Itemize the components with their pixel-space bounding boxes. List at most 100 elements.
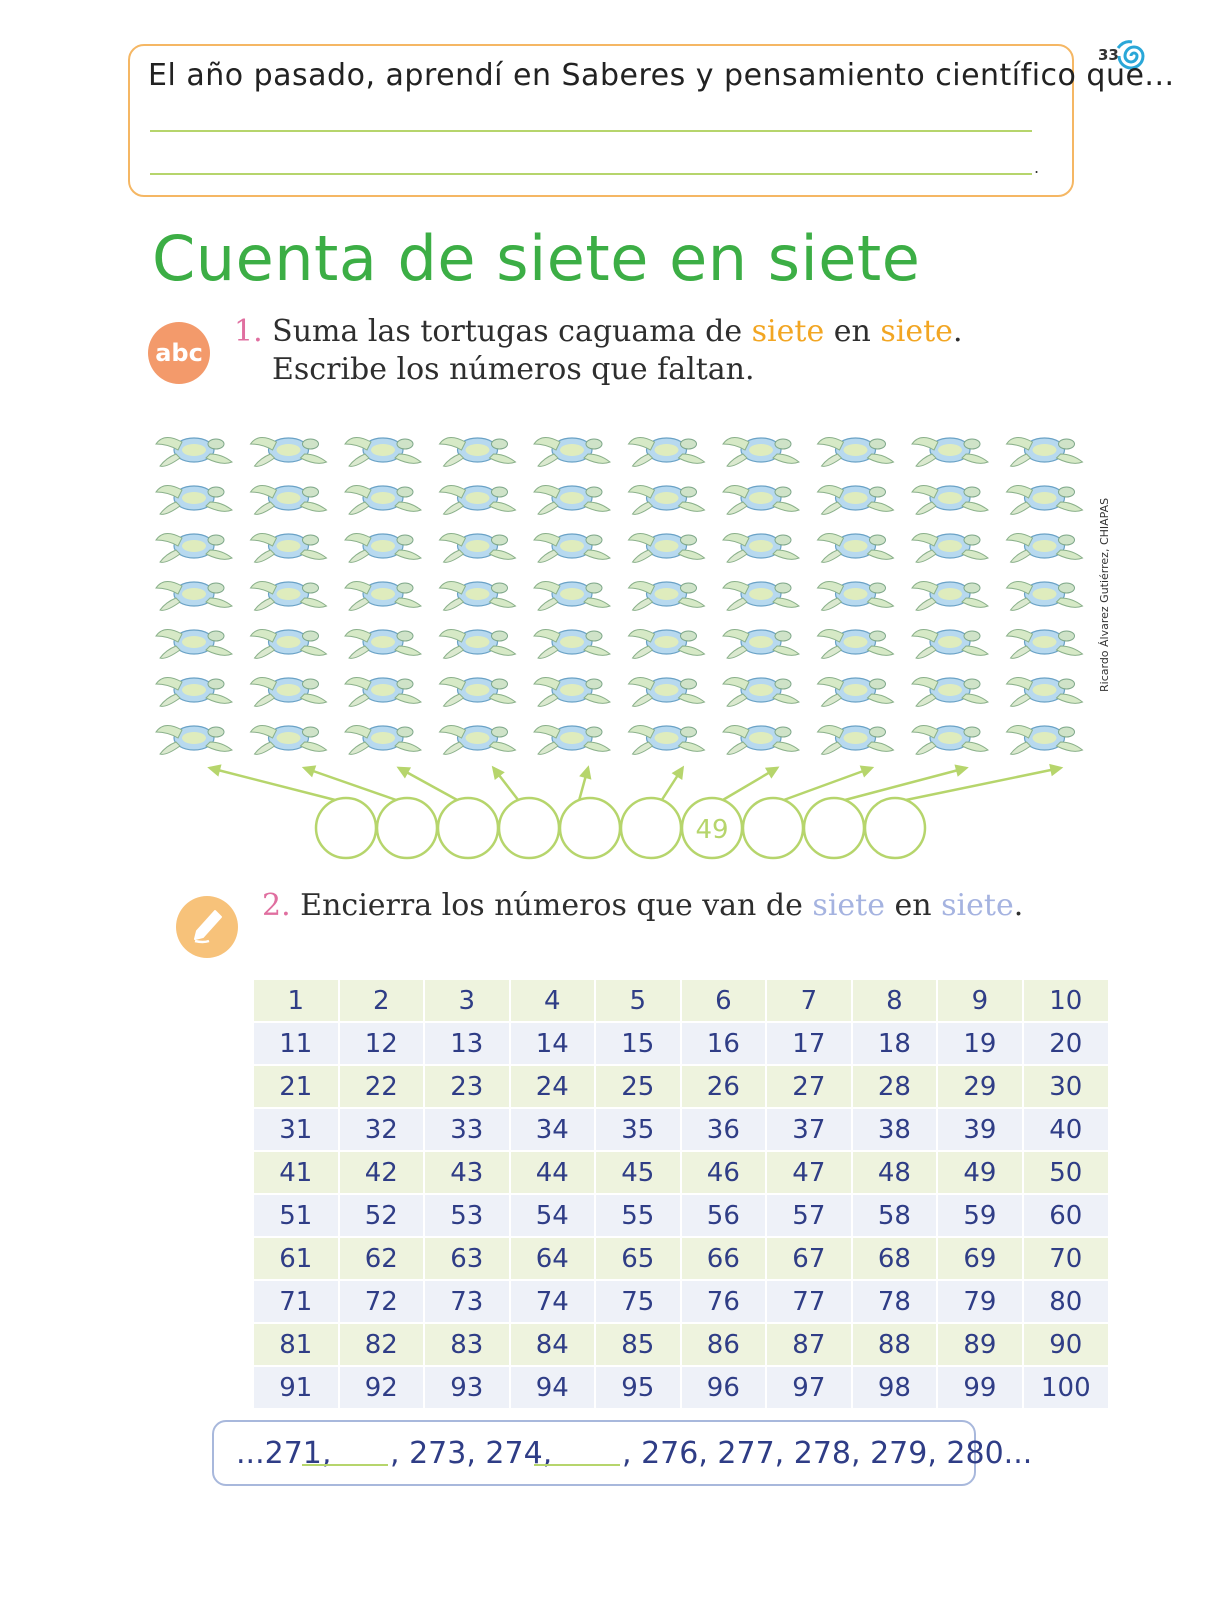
number-cell[interactable]: 39 bbox=[938, 1109, 1022, 1150]
number-cell[interactable]: 55 bbox=[596, 1195, 680, 1236]
number-cell[interactable]: 50 bbox=[1023, 1152, 1108, 1193]
answer-circle[interactable] bbox=[314, 796, 378, 860]
number-cell[interactable]: 40 bbox=[1023, 1109, 1108, 1150]
number-cell[interactable]: 47 bbox=[767, 1152, 851, 1193]
number-cell[interactable]: 90 bbox=[1023, 1324, 1108, 1365]
answer-circle[interactable] bbox=[497, 796, 561, 860]
number-cell[interactable]: 74 bbox=[510, 1281, 595, 1322]
number-cell[interactable]: 26 bbox=[681, 1066, 766, 1107]
number-cell[interactable]: 17 bbox=[767, 1023, 851, 1064]
number-cell[interactable]: 28 bbox=[852, 1066, 937, 1107]
number-cell[interactable]: 65 bbox=[596, 1238, 680, 1279]
number-cell[interactable]: 100 bbox=[1023, 1367, 1108, 1408]
number-cell[interactable]: 80 bbox=[1023, 1281, 1108, 1322]
number-cell[interactable]: 97 bbox=[767, 1367, 851, 1408]
number-cell[interactable]: 87 bbox=[767, 1324, 851, 1365]
number-cell[interactable]: 34 bbox=[510, 1109, 595, 1150]
number-cell[interactable]: 42 bbox=[339, 1152, 424, 1193]
answer-line-2[interactable] bbox=[150, 173, 1032, 175]
answer-line-1[interactable] bbox=[150, 130, 1032, 132]
number-cell[interactable]: 76 bbox=[681, 1281, 766, 1322]
number-cell[interactable]: 73 bbox=[425, 1281, 509, 1322]
number-cell[interactable]: 20 bbox=[1023, 1023, 1108, 1064]
number-cell[interactable]: 92 bbox=[339, 1367, 424, 1408]
number-cell[interactable]: 82 bbox=[339, 1324, 424, 1365]
answer-circle[interactable] bbox=[863, 796, 927, 860]
number-cell[interactable]: 89 bbox=[938, 1324, 1022, 1365]
number-cell[interactable]: 6 bbox=[681, 980, 766, 1021]
answer-circle[interactable] bbox=[619, 796, 683, 860]
number-cell[interactable]: 25 bbox=[596, 1066, 680, 1107]
number-cell[interactable]: 30 bbox=[1023, 1066, 1108, 1107]
number-cell[interactable]: 70 bbox=[1023, 1238, 1108, 1279]
number-cell[interactable]: 5 bbox=[596, 980, 680, 1021]
number-cell[interactable]: 84 bbox=[510, 1324, 595, 1365]
number-cell[interactable]: 91 bbox=[254, 1367, 338, 1408]
number-cell[interactable]: 43 bbox=[425, 1152, 509, 1193]
number-cell[interactable]: 44 bbox=[510, 1152, 595, 1193]
answer-circle[interactable] bbox=[741, 796, 805, 860]
number-cell[interactable]: 75 bbox=[596, 1281, 680, 1322]
number-cell[interactable]: 64 bbox=[510, 1238, 595, 1279]
number-cell[interactable]: 94 bbox=[510, 1367, 595, 1408]
number-cell[interactable]: 11 bbox=[254, 1023, 338, 1064]
number-cell[interactable]: 29 bbox=[938, 1066, 1022, 1107]
number-cell[interactable]: 19 bbox=[938, 1023, 1022, 1064]
number-cell[interactable]: 95 bbox=[596, 1367, 680, 1408]
number-cell[interactable]: 14 bbox=[510, 1023, 595, 1064]
number-cell[interactable]: 60 bbox=[1023, 1195, 1108, 1236]
number-cell[interactable]: 51 bbox=[254, 1195, 338, 1236]
number-cell[interactable]: 12 bbox=[339, 1023, 424, 1064]
number-cell[interactable]: 46 bbox=[681, 1152, 766, 1193]
number-cell[interactable]: 98 bbox=[852, 1367, 937, 1408]
number-cell[interactable]: 16 bbox=[681, 1023, 766, 1064]
number-cell[interactable]: 23 bbox=[425, 1066, 509, 1107]
number-cell[interactable]: 31 bbox=[254, 1109, 338, 1150]
number-cell[interactable]: 71 bbox=[254, 1281, 338, 1322]
number-cell[interactable]: 54 bbox=[510, 1195, 595, 1236]
number-cell[interactable]: 79 bbox=[938, 1281, 1022, 1322]
number-cell[interactable]: 59 bbox=[938, 1195, 1022, 1236]
number-cell[interactable]: 27 bbox=[767, 1066, 851, 1107]
answer-circle[interactable] bbox=[436, 796, 500, 860]
number-cell[interactable]: 15 bbox=[596, 1023, 680, 1064]
number-cell[interactable]: 38 bbox=[852, 1109, 937, 1150]
number-cell[interactable]: 7 bbox=[767, 980, 851, 1021]
number-cell[interactable]: 57 bbox=[767, 1195, 851, 1236]
number-cell[interactable]: 62 bbox=[339, 1238, 424, 1279]
number-cell[interactable]: 93 bbox=[425, 1367, 509, 1408]
number-cell[interactable]: 45 bbox=[596, 1152, 680, 1193]
number-cell[interactable]: 67 bbox=[767, 1238, 851, 1279]
number-cell[interactable]: 32 bbox=[339, 1109, 424, 1150]
number-cell[interactable]: 96 bbox=[681, 1367, 766, 1408]
number-cell[interactable]: 53 bbox=[425, 1195, 509, 1236]
number-cell[interactable]: 63 bbox=[425, 1238, 509, 1279]
number-cell[interactable]: 1 bbox=[254, 980, 338, 1021]
number-cell[interactable]: 68 bbox=[852, 1238, 937, 1279]
number-cell[interactable]: 21 bbox=[254, 1066, 338, 1107]
number-cell[interactable]: 99 bbox=[938, 1367, 1022, 1408]
number-cell[interactable]: 33 bbox=[425, 1109, 509, 1150]
number-cell[interactable]: 18 bbox=[852, 1023, 937, 1064]
number-cell[interactable]: 24 bbox=[510, 1066, 595, 1107]
answer-circle[interactable] bbox=[802, 796, 866, 860]
number-cell[interactable]: 2 bbox=[339, 980, 424, 1021]
number-cell[interactable]: 58 bbox=[852, 1195, 937, 1236]
number-cell[interactable]: 22 bbox=[339, 1066, 424, 1107]
number-cell[interactable]: 36 bbox=[681, 1109, 766, 1150]
number-cell[interactable]: 85 bbox=[596, 1324, 680, 1365]
answer-circle[interactable] bbox=[375, 796, 439, 860]
number-cell[interactable]: 41 bbox=[254, 1152, 338, 1193]
number-cell[interactable]: 56 bbox=[681, 1195, 766, 1236]
sequence-blank-1[interactable] bbox=[302, 1464, 388, 1466]
number-cell[interactable]: 13 bbox=[425, 1023, 509, 1064]
number-cell[interactable]: 66 bbox=[681, 1238, 766, 1279]
number-cell[interactable]: 86 bbox=[681, 1324, 766, 1365]
number-cell[interactable]: 3 bbox=[425, 980, 509, 1021]
number-cell[interactable]: 78 bbox=[852, 1281, 937, 1322]
number-cell[interactable]: 61 bbox=[254, 1238, 338, 1279]
number-cell[interactable]: 48 bbox=[852, 1152, 937, 1193]
number-cell[interactable]: 9 bbox=[938, 980, 1022, 1021]
number-cell[interactable]: 81 bbox=[254, 1324, 338, 1365]
number-cell[interactable]: 4 bbox=[510, 980, 595, 1021]
